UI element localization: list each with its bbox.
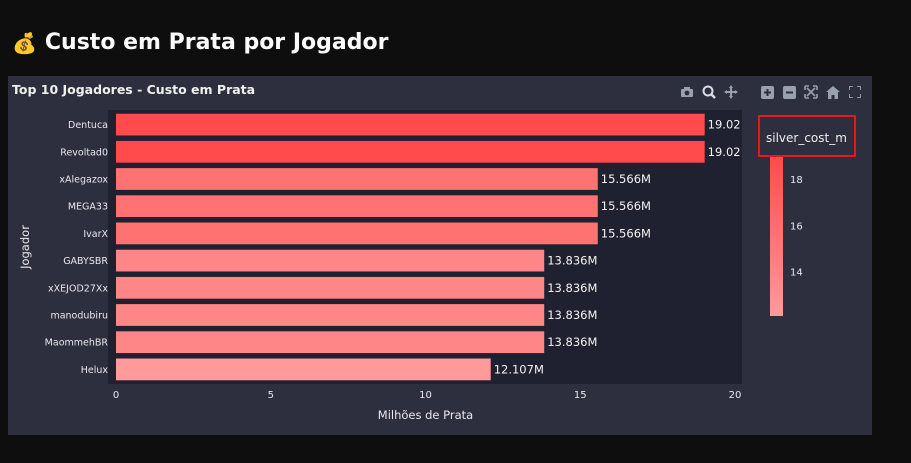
zoom-icon[interactable] <box>700 84 718 100</box>
zoom-in-icon[interactable] <box>758 84 776 100</box>
y-tick-label-xXEJOD27Xx: xXEJOD27Xx <box>48 283 108 294</box>
bar-label-GABYSBR: 13.836M <box>547 254 597 268</box>
colorbar <box>770 156 783 316</box>
x-tick-label-10: 10 <box>419 390 432 401</box>
bar-Dentuca <box>116 113 705 136</box>
y-tick-label-MEGA33: MEGA33 <box>68 202 108 213</box>
bar-label-IvarX: 15.566M <box>601 226 651 240</box>
colorbar-title-highlight-box <box>758 115 856 157</box>
y-axis-title: Jogador <box>18 225 32 270</box>
page-title-text: Custo em Prata por Jogador <box>44 30 389 55</box>
bar-MEGA33 <box>116 195 598 218</box>
x-tick-label-5: 5 <box>268 390 274 401</box>
y-tick-label-Dentuca: Dentuca <box>68 120 108 131</box>
bar-manodubiru <box>116 304 545 326</box>
bar-xAlegazox <box>116 168 598 190</box>
y-tick-label-MaommehBR: MaommehBR <box>45 338 109 349</box>
bar-label-MEGA33: 15.566M <box>601 199 651 213</box>
bar-IvarX <box>116 222 598 245</box>
autoscale-icon[interactable] <box>802 84 820 100</box>
colorbar-tick-14: 14 <box>790 268 803 279</box>
y-tick-label-IvarX: IvarX <box>83 229 108 240</box>
camera-icon[interactable] <box>678 84 696 100</box>
money-bag-icon: 💰 <box>12 30 37 55</box>
chart-modebar <box>678 84 868 100</box>
bar-xXEJOD27Xx <box>116 276 545 299</box>
x-tick-label-20: 20 <box>729 390 742 401</box>
bar-GABYSBR <box>116 249 545 272</box>
x-tick-label-0: 0 <box>113 390 119 401</box>
bar-label-Helux: 12.107M <box>494 362 544 376</box>
bar-label-xXEJOD27Xx: 13.836M <box>547 281 597 295</box>
bar-label-Revoltad0: 19.02 <box>708 145 741 159</box>
bar-label-xAlegazox: 15.566M <box>601 172 651 186</box>
home-icon[interactable] <box>824 84 842 100</box>
colorbar-tick-18: 18 <box>790 175 803 186</box>
x-axis-title: Milhões de Prata <box>378 408 473 422</box>
bar-MaommehBR <box>116 331 545 354</box>
bar-label-manodubiru: 13.836M <box>547 308 597 322</box>
y-tick-label-GABYSBR: GABYSBR <box>63 256 108 267</box>
chart-title: Top 10 Jogadores - Custo em Prata <box>12 82 256 97</box>
bar-label-MaommehBR: 13.836M <box>547 335 597 349</box>
bar-label-Dentuca: 19.02 <box>708 118 741 132</box>
y-tick-label-Revoltad0: Revoltad0 <box>60 147 108 158</box>
page-title: 💰 Custo em Prata por Jogador <box>12 30 388 55</box>
colorbar-tick-16: 16 <box>790 221 803 232</box>
bar-Revoltad0 <box>116 140 705 163</box>
x-tick-label-15: 15 <box>574 390 587 401</box>
bar-Helux <box>116 358 491 381</box>
zoom-out-icon[interactable] <box>780 84 798 100</box>
pan-icon[interactable] <box>722 84 740 100</box>
y-tick-label-Helux: Helux <box>81 365 109 376</box>
y-tick-label-manodubiru: manodubiru <box>50 311 108 322</box>
colorbar-title: silver_cost_m <box>766 131 847 145</box>
y-tick-label-xAlegazox: xAlegazox <box>59 175 108 186</box>
